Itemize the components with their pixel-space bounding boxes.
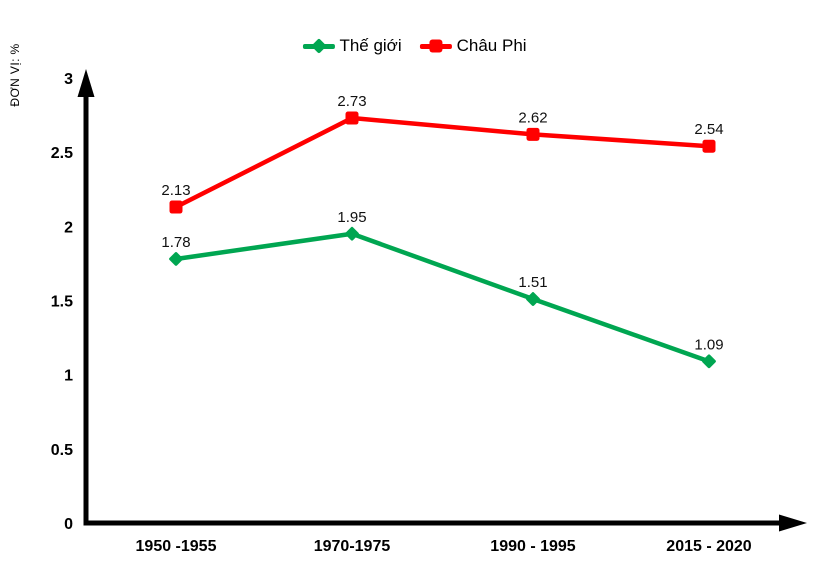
x-tick-label: 1970-1975 [314,538,391,555]
data-point-square [702,139,716,153]
data-label: 1.51 [518,274,547,291]
data-point-diamond [526,292,540,306]
y-tick-label: 1 [64,368,73,385]
x-tick-label: 2015 - 2020 [666,538,752,555]
x-tick-label: 1950 -1955 [136,538,217,555]
data-point-diamond [702,354,716,369]
legend-item-1: Châu Phi [419,36,527,56]
legend-square-icon [429,39,443,53]
legend-label: Châu Phi [456,36,527,55]
y-tick-label: 0.5 [51,442,73,459]
y-tick-label: 0 [64,516,73,533]
y-tick-label: 2 [64,219,73,236]
chart-legend: Thế giới Châu Phi [302,36,527,56]
data-label: 2.62 [518,109,547,126]
legend-diamond-icon [310,38,327,54]
data-label: 2.13 [161,182,190,199]
legend-item-0: Thế giới [302,36,402,56]
data-label: 2.54 [694,121,723,138]
legend-line-swatch [302,38,335,54]
y-tick-label: 2.5 [51,145,73,162]
data-point-square [345,111,359,125]
data-label: 1.78 [161,234,190,251]
x-tick-label: 1990 - 1995 [490,538,576,555]
series-line-1 [173,115,712,210]
series-line-0 [173,231,712,364]
legend-line-swatch [419,39,452,53]
x-axis-arrow-icon [779,514,807,532]
y-tick-label: 1.5 [51,294,73,311]
data-point-square [526,127,540,141]
y-tick-label: 3 [64,71,73,88]
data-point-diamond [169,252,183,266]
y-axis-arrow-icon [77,69,95,97]
data-point-square [169,200,183,214]
data-point-diamond [345,226,359,241]
data-label: 1.95 [337,209,366,226]
data-label: 2.73 [337,93,366,110]
legend-label: Thế giới [339,36,402,55]
data-label: 1.09 [694,336,723,353]
